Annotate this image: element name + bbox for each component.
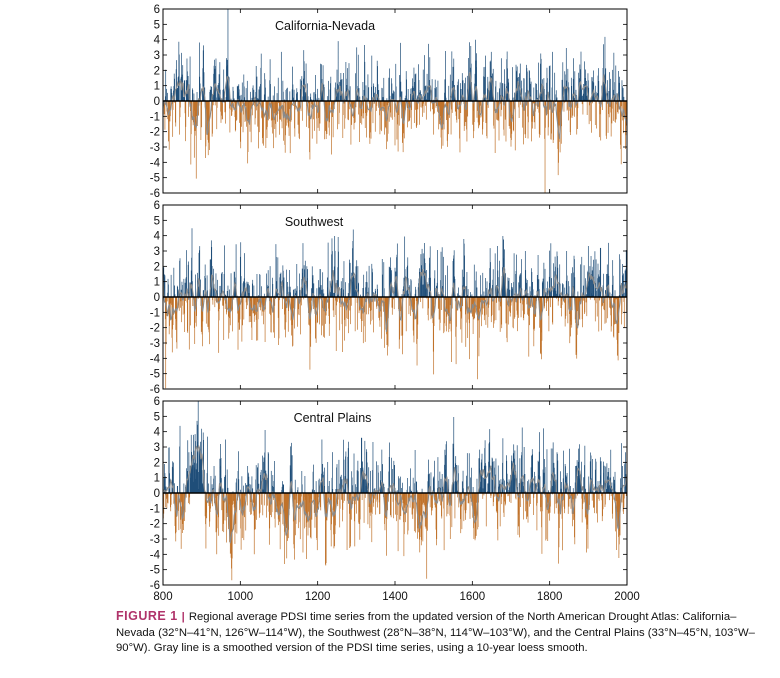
smoothed-pdsi-line xyxy=(163,267,627,332)
y-tick-label: 4 xyxy=(154,35,161,47)
y-tick-label: 2 xyxy=(154,457,160,469)
panel-southwest: 6 5 4 3 2 1 0 -1 -2 -3 -4 -5 -6 Southwest xyxy=(150,200,628,396)
negative-pdsi-bars xyxy=(163,101,627,193)
figure-caption: FIGURE 1 | Regional average PDSI time seri… xyxy=(116,609,774,657)
panel-california-nevada: 6 5 4 3 2 1 0 -1 -2 -3 -4 -5 -6 California-Nevada xyxy=(150,4,628,200)
y-tick-label: -4 xyxy=(150,549,161,561)
caption-separator: | xyxy=(181,611,185,623)
y-tick-label: 1 xyxy=(154,277,160,289)
y-tick-label: -6 xyxy=(150,580,160,592)
panel-title: Central Plains xyxy=(294,411,372,425)
y-tick-label: -5 xyxy=(150,173,160,185)
y-tick-label: -2 xyxy=(150,127,160,139)
y-tick-label: 2 xyxy=(154,65,160,77)
negative-pdsi-bars xyxy=(163,493,627,581)
positive-pdsi-bars xyxy=(163,9,625,101)
panel-title: Southwest xyxy=(285,215,344,229)
y-tick-label: 6 xyxy=(154,396,160,408)
positive-pdsi-bars xyxy=(163,401,627,493)
y-tick-label: 3 xyxy=(154,50,160,62)
y-tick-label: 6 xyxy=(154,200,160,212)
y-tick-label: 4 xyxy=(154,427,161,439)
y-tick-label: 5 xyxy=(154,215,160,227)
y-tick-label: 2 xyxy=(154,261,160,273)
x-tick-label: 1600 xyxy=(460,591,486,603)
y-tick-label: 4 xyxy=(154,231,161,243)
y-tick-label: 6 xyxy=(154,4,160,16)
y-tick-label: -5 xyxy=(150,565,160,577)
y-tick-label: 1 xyxy=(154,473,160,485)
y-tick-label: 0 xyxy=(154,292,160,304)
annual-pdsi-bars xyxy=(163,228,627,389)
y-tick-label: -6 xyxy=(150,384,160,396)
caption-text: Regional average PDSI time series from t… xyxy=(116,611,755,655)
panel-title: California-Nevada xyxy=(275,19,375,33)
y-tick-label: -1 xyxy=(150,111,160,123)
y-tick-label: 3 xyxy=(154,246,160,258)
figure-label: FIGURE 1 xyxy=(116,609,178,623)
x-tick-label: 2000 xyxy=(614,591,640,603)
smoothed-pdsi-line xyxy=(163,71,627,140)
y-tick-label: 0 xyxy=(154,488,160,500)
y-tick-label: -3 xyxy=(150,142,160,154)
y-tick-label: 0 xyxy=(154,96,160,108)
y-tick-label: -2 xyxy=(150,323,160,335)
y-tick-label: -1 xyxy=(150,503,160,515)
y-tick-label: -2 xyxy=(150,519,160,531)
negative-pdsi-bars xyxy=(164,297,627,389)
y-tick-label: 5 xyxy=(154,19,160,31)
y-tick-label: 1 xyxy=(154,81,160,93)
x-tick-label: 1000 xyxy=(228,591,254,603)
x-tick-label: 800 xyxy=(153,591,172,603)
y-tick-label: 5 xyxy=(154,411,160,423)
y-tick-label: -3 xyxy=(150,534,160,546)
y-tick-label: -5 xyxy=(150,369,160,381)
y-tick-label: -6 xyxy=(150,188,160,200)
y-tick-label: -1 xyxy=(150,307,160,319)
x-tick-label: 1800 xyxy=(537,591,563,603)
x-tick-label: 1400 xyxy=(382,591,408,603)
x-tick-label: 1200 xyxy=(305,591,331,603)
y-tick-label: -4 xyxy=(150,157,161,169)
y-tick-label: 3 xyxy=(154,442,160,454)
y-tick-label: -4 xyxy=(150,353,161,365)
y-tick-label: -3 xyxy=(150,338,160,350)
